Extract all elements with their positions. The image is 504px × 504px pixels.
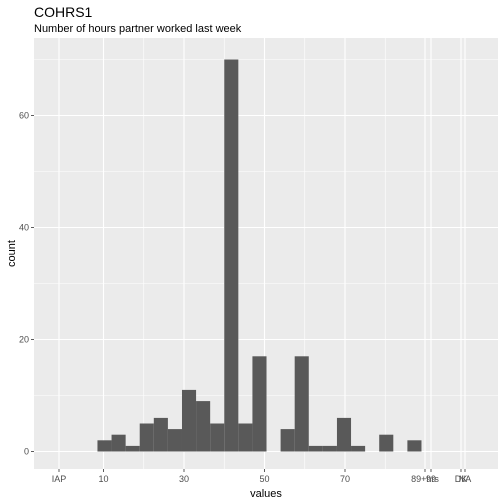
histogram-bar bbox=[308, 445, 323, 452]
histogram-bar bbox=[351, 445, 366, 452]
chart-subtitle: Number of hours partner worked last week bbox=[34, 23, 242, 35]
histogram-bar bbox=[280, 429, 295, 452]
y-tick-label: 60 bbox=[19, 111, 29, 121]
histogram-bar bbox=[139, 423, 154, 452]
histogram-bar bbox=[224, 59, 239, 452]
histogram-bar bbox=[210, 423, 225, 452]
histogram-bar bbox=[196, 401, 211, 452]
histogram-bar bbox=[238, 423, 253, 452]
histogram-bar bbox=[252, 356, 267, 452]
y-axis-title: count bbox=[6, 240, 18, 267]
x-tick-label: 50 bbox=[259, 474, 269, 484]
histogram-bar bbox=[125, 445, 140, 452]
histogram-bar bbox=[167, 429, 182, 452]
histogram-bar bbox=[336, 417, 352, 452]
x-axis-title: values bbox=[250, 488, 282, 500]
histogram-bar bbox=[294, 356, 309, 452]
x-tick-label: 10 bbox=[98, 474, 108, 484]
histogram-bar bbox=[153, 417, 168, 452]
x-tick-label: NA bbox=[459, 474, 472, 484]
y-tick-label: 0 bbox=[24, 447, 29, 457]
histogram-bar bbox=[379, 434, 394, 452]
x-tick-label: 70 bbox=[340, 474, 350, 484]
chart-title: COHRS1 bbox=[34, 4, 93, 20]
histogram-bar bbox=[111, 434, 126, 452]
x-tick-label: 30 bbox=[179, 474, 189, 484]
x-tick-label: 99 bbox=[426, 474, 436, 484]
x-tick-label: DK bbox=[455, 474, 468, 484]
x-tick-label: IAP bbox=[52, 474, 67, 484]
histogram-bar bbox=[181, 389, 197, 452]
y-tick-label: 20 bbox=[19, 335, 29, 345]
histogram-bar bbox=[322, 445, 337, 452]
histogram-bar bbox=[97, 440, 112, 452]
histogram-bar bbox=[407, 440, 422, 452]
y-tick-label: 40 bbox=[19, 223, 29, 233]
x-tick-label: 89+hrs bbox=[411, 474, 439, 484]
